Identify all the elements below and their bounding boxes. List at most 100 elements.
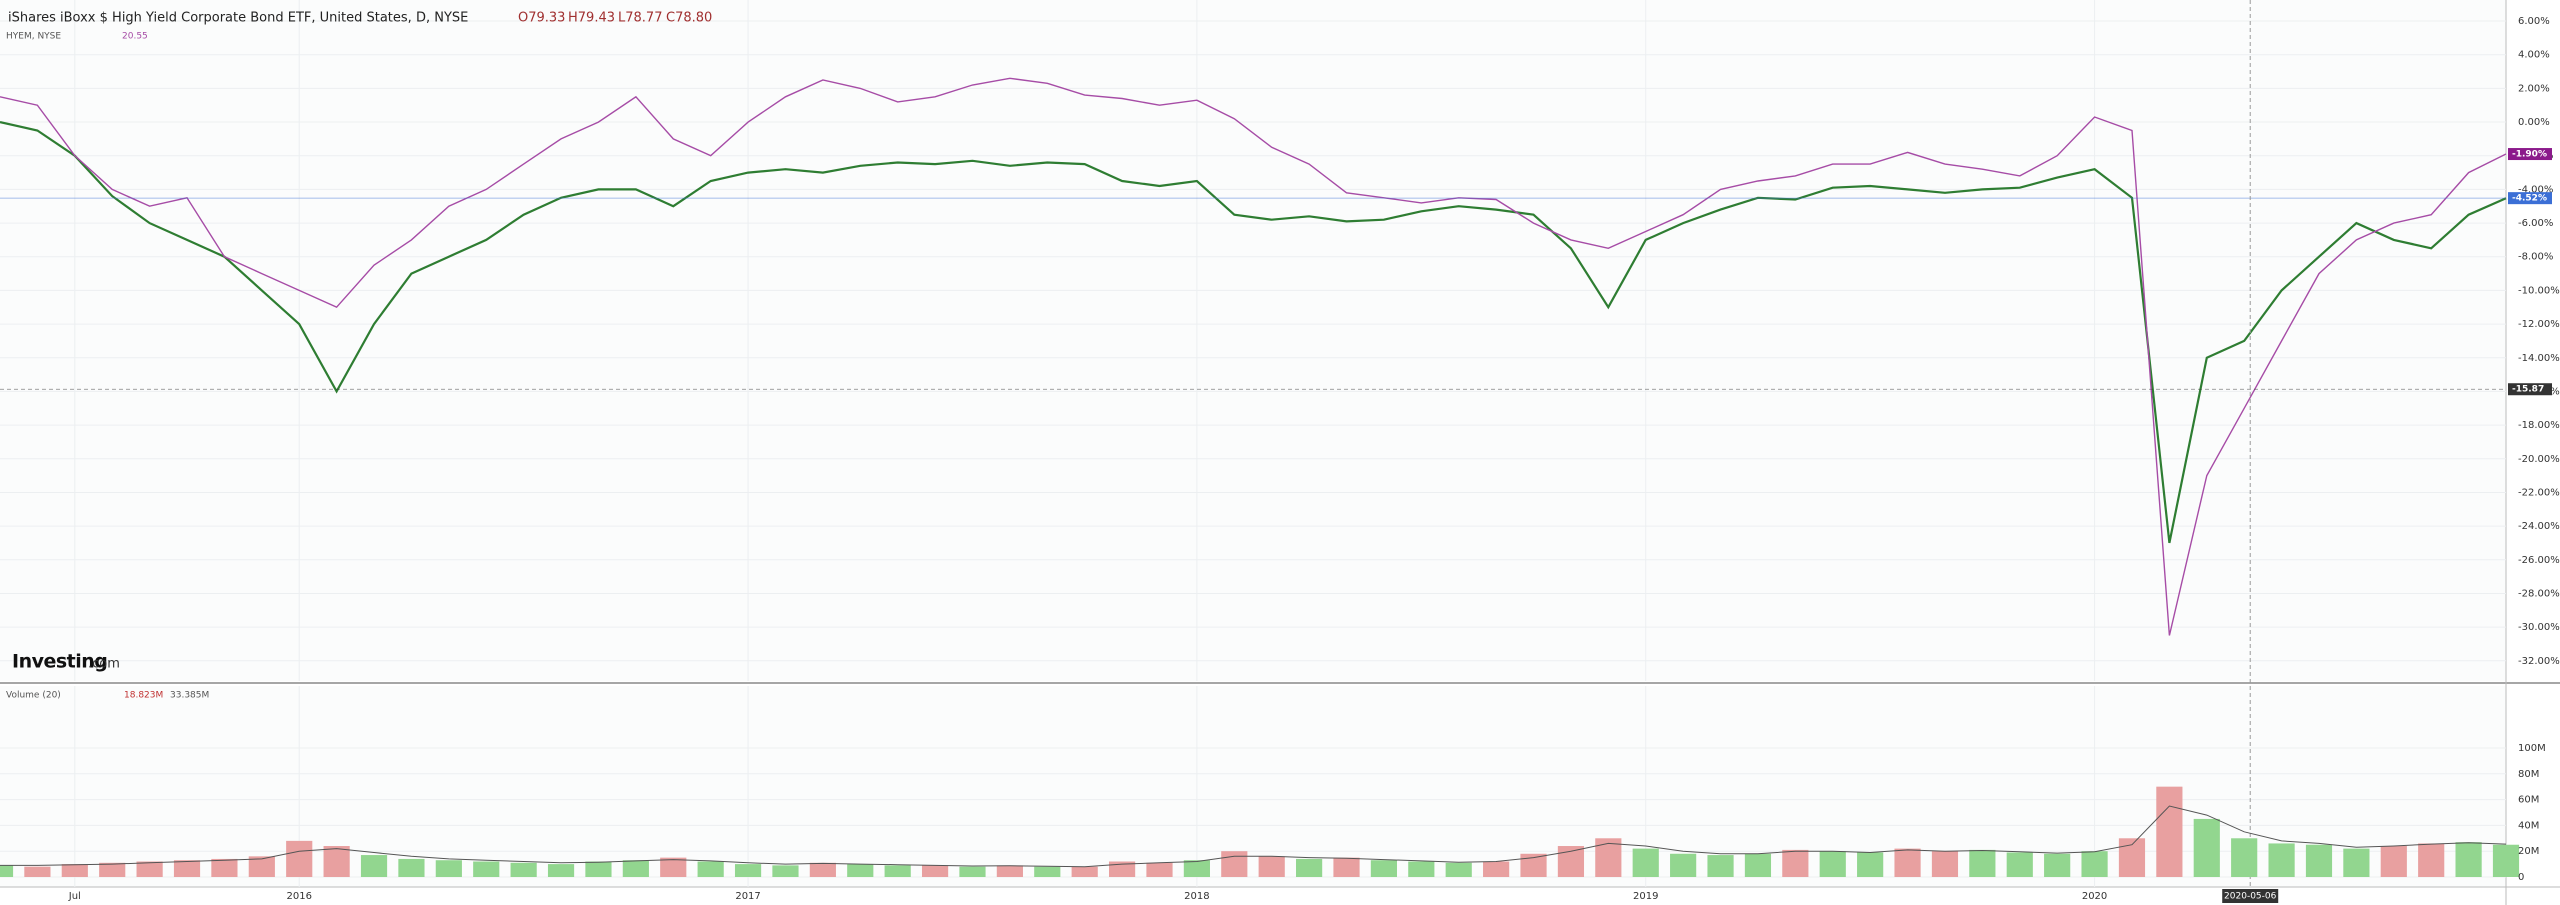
volume-bar — [1034, 866, 1061, 877]
volume-bar — [99, 862, 126, 877]
open-value: O79.33 — [518, 11, 565, 26]
volume-bar — [1894, 848, 1921, 877]
brand: Investing — [12, 651, 107, 673]
volume-bar — [211, 858, 238, 877]
volume-bar — [360, 855, 388, 877]
volume-bar — [809, 862, 836, 877]
volume-bar — [1296, 858, 1323, 877]
y-tick-label: -12.00% — [2518, 319, 2560, 330]
y-tick-label: 4.00% — [2518, 50, 2550, 61]
volume-bar — [547, 864, 575, 877]
volume-bar — [1146, 862, 1173, 877]
volume-bar — [173, 860, 201, 877]
volume-bar — [1969, 849, 1996, 877]
volume-bar — [323, 846, 350, 877]
y-tick-label: 20M — [2518, 846, 2539, 857]
volume-bar — [2081, 851, 2108, 877]
volume-bar — [734, 864, 762, 877]
y-tick-label: 2.00% — [2518, 83, 2550, 94]
volume-bar — [2418, 843, 2445, 877]
volume-bar — [1744, 853, 1772, 877]
volume-bar — [1258, 856, 1285, 877]
y-tick-label: 6.00% — [2518, 16, 2550, 27]
volume-bar — [921, 865, 949, 877]
volume-title: Volume (20) — [6, 691, 61, 701]
y-tick-label: -30.00% — [2518, 622, 2560, 633]
high-value: H79.43 — [568, 11, 615, 26]
x-tick-label: 2018 — [1184, 891, 1209, 902]
volume-bar — [1520, 853, 1547, 877]
volume-bar — [473, 861, 500, 877]
marker-label: -1.90% — [2512, 150, 2547, 160]
volume-bar — [1221, 851, 1248, 877]
series-line — [0, 77, 2507, 636]
y-tick-label: -8.00% — [2518, 252, 2553, 263]
marker-label: -15.87 — [2512, 385, 2544, 395]
close-value: C78.80 — [666, 11, 712, 26]
y-tick-label: -22.00% — [2518, 487, 2560, 498]
y-tick-label: 100M — [2518, 743, 2546, 754]
volume-bar — [1819, 851, 1846, 877]
volume-bar — [622, 860, 649, 877]
y-tick-label: -20.00% — [2518, 454, 2560, 465]
crosshair-label: 2020-05-06 — [2224, 892, 2277, 902]
volume-bar — [2044, 853, 2071, 877]
crosshair-badge — [2222, 889, 2279, 903]
y-tick-label: 60M — [2518, 795, 2539, 806]
y-tick-label: 0.00% — [2518, 117, 2550, 128]
marker-badge — [2508, 383, 2552, 396]
volume-bar — [24, 866, 51, 877]
volume-bar — [884, 865, 911, 877]
price-pane — [0, 0, 2506, 681]
volume-bar — [2231, 838, 2258, 877]
volume-bar — [61, 864, 88, 877]
volume-bar — [1557, 846, 1585, 877]
volume-bar — [248, 856, 275, 877]
volume-bar — [1108, 861, 1136, 877]
y-tick-label: -18.00% — [2518, 420, 2560, 431]
grid — [0, 0, 2506, 887]
y-tick-label: -28.00% — [2518, 588, 2560, 599]
y-tick-label: 80M — [2518, 769, 2539, 780]
volume-bar — [697, 861, 724, 877]
volume-bar — [2193, 818, 2220, 877]
volume-bar — [2380, 846, 2407, 877]
volume-bar — [585, 861, 612, 877]
y-tick-label: -24.00% — [2518, 521, 2560, 532]
y-tick-label: 0 — [2518, 872, 2524, 883]
volume-bar — [1333, 857, 1360, 877]
y-tick-label: -4.00% — [2518, 184, 2553, 195]
volume-bar — [1632, 848, 1659, 877]
marker-badge — [2508, 192, 2552, 205]
volume-bar — [1483, 861, 1510, 877]
y-tick-label: -10.00% — [2518, 285, 2560, 296]
compare-name: HYEM, NYSE — [6, 32, 61, 42]
y-tick-label: -32.00% — [2518, 656, 2560, 667]
volume-bar — [2343, 848, 2370, 877]
x-tick-label: Jul — [68, 891, 81, 902]
volume-bar — [510, 862, 537, 877]
volume-bar — [286, 840, 313, 877]
volume-bar — [1670, 853, 1697, 877]
volume-bar — [2492, 844, 2520, 877]
volume-bar — [660, 857, 687, 877]
volume-bar — [847, 864, 874, 877]
x-tick-label: 2017 — [735, 891, 760, 902]
volume-bar — [772, 865, 799, 877]
volume-bar — [1931, 851, 1959, 877]
volume-ma-value: 33.385M — [170, 691, 209, 701]
compare-value: 20.55 — [122, 32, 148, 42]
volume-bar — [2006, 852, 2033, 877]
x-tick-label: 2016 — [286, 891, 311, 902]
marker-label: -4.52% — [2512, 194, 2547, 204]
volume-bar — [1707, 855, 1734, 877]
volume-bar — [2268, 843, 2295, 877]
marker-badge — [2508, 148, 2552, 161]
volume-bar — [435, 860, 462, 877]
x-tick-label: 2019 — [1633, 891, 1658, 902]
volume-bar — [2455, 842, 2482, 877]
volume-bar — [2156, 786, 2183, 877]
volume-bar — [959, 866, 986, 877]
